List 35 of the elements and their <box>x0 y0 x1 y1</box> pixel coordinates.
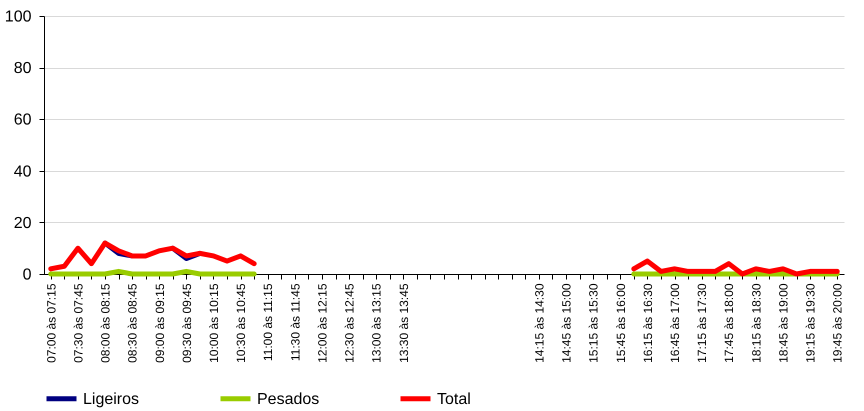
x-tick-label: 14:15 às 14:30 <box>532 283 546 363</box>
x-tick-label: 11:30 às 11:45 <box>288 283 302 362</box>
x-tick-label: 18:45 às 19:00 <box>776 283 790 363</box>
x-tick-label: 14:45 às 15:00 <box>560 283 574 363</box>
x-tick-label: 10:00 às 10:15 <box>206 283 221 363</box>
x-tick-label: 13:30 às 13:45 <box>396 283 411 363</box>
x-tick-label: 18:15 às 18:30 <box>749 283 764 363</box>
x-tick-label: 16:15 às 16:30 <box>640 283 655 363</box>
y-tick-label: 100 <box>4 8 32 26</box>
y-tick-label: 40 <box>14 163 32 180</box>
x-tick-label: 19:15 às 19:30 <box>804 283 818 363</box>
x-tick-label: 19:45 às 20:00 <box>830 283 845 363</box>
x-tick-label: 15:45 às 16:00 <box>614 283 628 363</box>
x-tick-label: 09:30 às 09:45 <box>180 283 194 363</box>
x-tick-label: 08:30 às 08:45 <box>126 283 140 363</box>
x-tick-label: 07:30 às 07:45 <box>71 283 86 363</box>
x-tick-label: 09:00 às 09:15 <box>152 283 167 363</box>
y-tick-label: 20 <box>14 214 32 232</box>
legend-label: Ligeiros <box>83 390 140 408</box>
x-tick-label: 13:00 às 13:15 <box>370 283 384 363</box>
y-tick-label: 80 <box>14 60 32 78</box>
x-tick-label: 12:00 às 12:15 <box>315 283 330 363</box>
x-tick-label: 16:45 às 17:00 <box>668 283 682 363</box>
legend-label: Pesados <box>257 390 320 408</box>
x-tick-label: 17:15 às 17:30 <box>695 283 710 363</box>
x-tick-label: 10:30 às 10:45 <box>234 283 248 363</box>
x-tick-label: 15:15 às 15:30 <box>586 283 601 363</box>
x-tick-label: 08:00 às 08:15 <box>98 283 113 363</box>
x-tick-label: 11:00 às 11:15 <box>261 283 276 362</box>
y-tick-label: 60 <box>14 112 32 129</box>
x-tick-label: 12:30 às 12:45 <box>342 283 357 363</box>
legend-label: Total <box>437 390 471 408</box>
y-tick-label: 0 <box>22 266 32 284</box>
x-tick-label: 17:45 às 18:00 <box>722 283 736 363</box>
x-tick-label: 07:00 às 07:15 <box>44 283 58 363</box>
